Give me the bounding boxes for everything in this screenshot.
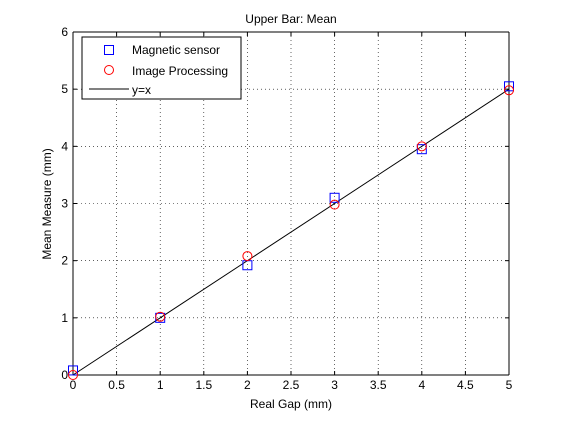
- x-tick-label: 1: [157, 378, 164, 392]
- y-tick-label: 3: [61, 197, 68, 211]
- y-tick-label: 5: [61, 82, 68, 96]
- x-tick-label: 1.5: [195, 378, 212, 392]
- series-layer: [68, 81, 514, 380]
- legend-label-image-processing: Image Processing: [132, 64, 228, 78]
- x-tick-label: 4: [418, 378, 425, 392]
- x-tick-label: 2.5: [283, 378, 300, 392]
- data-point-image-processing: [416, 141, 427, 152]
- y-tick-label: 0: [61, 368, 68, 382]
- data-point-magnetic-sensor: [416, 144, 427, 155]
- chart-title: Upper Bar: Mean: [245, 12, 336, 26]
- data-point-image-processing: [155, 311, 166, 322]
- y-tick-label: 2: [61, 254, 68, 268]
- x-tick-labels: 0 0.5 1 1.5 2 2.5 3 3.5 4 4.5 5: [70, 378, 513, 392]
- legend-marker-magnetic-sensor: [104, 45, 114, 55]
- y-tick-labels: 0 1 2 3 4 5 6: [61, 25, 68, 382]
- data-point-image-processing: [242, 251, 253, 262]
- y-tick-label: 6: [61, 25, 68, 39]
- legend-label-y-equals-x: y=x: [132, 83, 151, 97]
- x-tick-label: 3.5: [370, 378, 387, 392]
- data-point-image-processing: [68, 370, 78, 380]
- x-tick-label: 3: [331, 378, 338, 392]
- y-tick-label: 1: [61, 311, 68, 325]
- legend: Magnetic sensor Image Processing y=x: [81, 36, 242, 100]
- data-point-magnetic-sensor: [329, 192, 340, 203]
- x-tick-label: 5: [506, 378, 513, 392]
- x-tick-label: 0: [70, 378, 77, 392]
- x-tick-label: 2: [244, 378, 251, 392]
- x-tick-label: 0.5: [108, 378, 125, 392]
- x-tick-label: 4.5: [457, 378, 474, 392]
- data-point-image-processing: [329, 199, 340, 210]
- data-point-magnetic-sensor: [504, 81, 514, 92]
- y-axis-label: Mean Measure (mm): [40, 148, 54, 259]
- x-axis-label: Real Gap (mm): [250, 397, 332, 411]
- legend-label-magnetic-sensor: Magnetic sensor: [132, 43, 220, 57]
- y-tick-label: 4: [61, 139, 68, 153]
- data-point-magnetic-sensor: [68, 365, 78, 376]
- legend-marker-image-processing: [104, 65, 114, 75]
- series-line-y-equals-x: [72, 88, 510, 376]
- data-point-image-processing: [504, 85, 514, 96]
